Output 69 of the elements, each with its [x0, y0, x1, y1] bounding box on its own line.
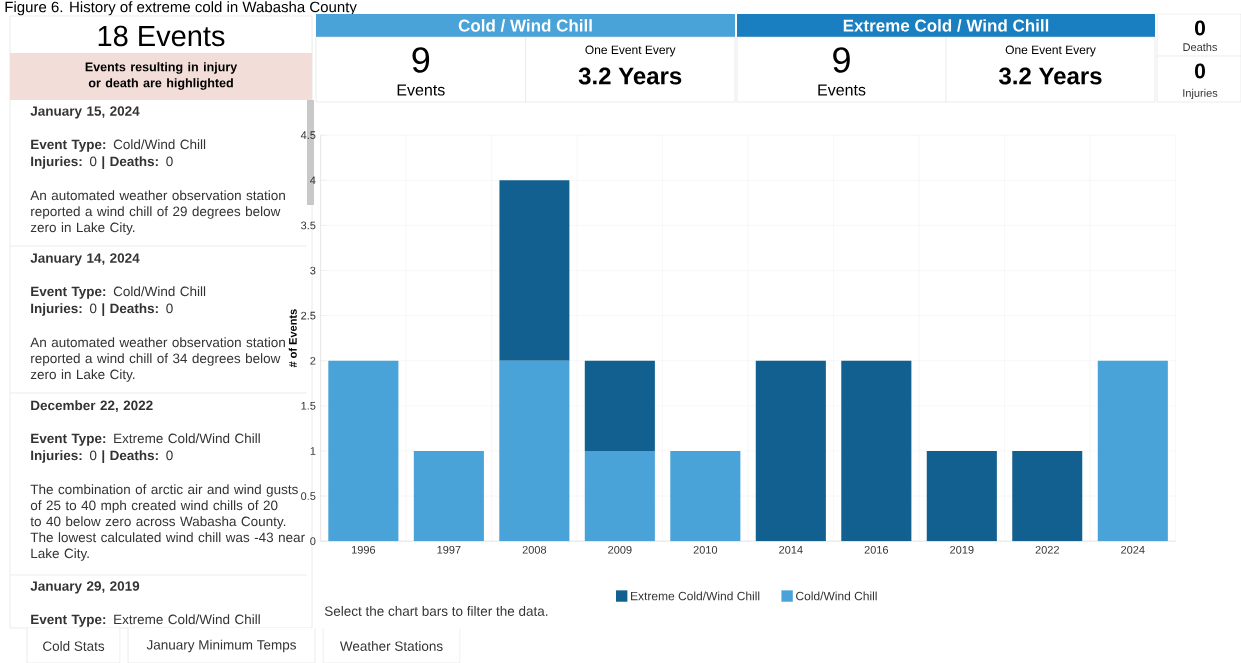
bar — [584, 360, 655, 451]
y-tick-label: 1.5 — [301, 402, 316, 410]
text: Event Type: Cold/Wind Chill — [31, 286, 206, 299]
text: January 15, 2024 — [30, 106, 140, 119]
bar — [926, 450, 997, 542]
bar — [755, 360, 826, 542]
text: January Minimum Temps — [146, 639, 296, 653]
x-tick-label: 2024 — [1121, 545, 1145, 554]
x-tick-label: 1997 — [437, 545, 461, 554]
legend-label: Cold/Wind Chill — [796, 591, 877, 601]
text: An automated weather observation station reported a wind chill of 34 degrees below zero in Lake City. — [30, 337, 285, 382]
text: Event Type: Cold/Wind Chill — [31, 139, 206, 152]
x-tick-label: 2014 — [779, 545, 803, 554]
text: January 29, 2019 — [30, 581, 140, 594]
y-tick-label: 3 — [310, 266, 316, 275]
text: January 14, 2024 — [30, 253, 140, 266]
text: Event Type: Extreme Cold/Wind Chill — [31, 433, 260, 446]
bar — [328, 360, 399, 542]
text: Injuries: 0 | Deaths: 0 — [31, 303, 173, 317]
text: An automated weather observation station reported a wind chill of 29 degrees below zero in Lake City. — [30, 190, 285, 235]
bar — [1097, 360, 1168, 542]
bar — [499, 180, 570, 361]
x-tick-label: 2019 — [950, 545, 974, 554]
text: Injuries: 0 | Deaths: 0 — [31, 450, 173, 464]
y-tick-label: 4.5 — [300, 131, 316, 140]
text: One Event Every — [1005, 45, 1096, 57]
x-tick-label: 2009 — [608, 545, 632, 554]
x-tick-label: 2016 — [864, 545, 889, 554]
y-tick-label: 4 — [310, 176, 316, 185]
y-axis-title: # of Events — [288, 309, 297, 368]
text: 3.2 Years — [999, 67, 1102, 85]
text: 0 — [1195, 20, 1205, 36]
x-tick-label: 2008 — [522, 545, 547, 554]
x-tick-label: 2022 — [1035, 545, 1059, 554]
text: Select the chart bars to filter the data. — [324, 606, 548, 616]
text: Cold / Wind Chill — [458, 19, 592, 32]
y-tick-label: 1 — [310, 447, 316, 455]
text: One Event Every — [585, 45, 676, 57]
y-tick-label: 0 — [310, 537, 316, 546]
bar — [413, 450, 484, 542]
text: Extreme Cold / Wind Chill — [843, 19, 1049, 32]
text: Deaths — [1183, 42, 1218, 52]
text: 9 — [412, 47, 430, 73]
text: Injuries: 0 | Deaths: 0 — [31, 156, 173, 170]
text: Event Type: Extreme Cold/Wind Chill — [31, 614, 260, 627]
text: Cold Stats — [43, 641, 105, 651]
bar — [1012, 450, 1083, 542]
text: Figure 6. History of extreme cold in Wabasha County — [5, 1, 357, 16]
bar — [670, 450, 741, 542]
text: Weather Stations — [339, 641, 443, 651]
bar — [841, 360, 912, 542]
y-tick-label: 3.5 — [301, 221, 316, 230]
text: Events — [397, 84, 445, 96]
text: 18 Events — [98, 25, 225, 47]
y-tick-label: 2.5 — [301, 311, 316, 320]
text: December 22, 2022 — [31, 400, 153, 413]
text: 0 — [1195, 63, 1205, 79]
y-tick-label: 0.5 — [301, 492, 316, 500]
text: 9 — [833, 47, 850, 73]
y-tick-label: 2 — [310, 356, 316, 365]
text: Injuries — [1183, 88, 1218, 100]
legend-label: Extreme Cold/Wind Chill — [631, 591, 760, 601]
bar — [584, 450, 655, 542]
bar — [499, 360, 570, 542]
x-tick-label: 2010 — [693, 545, 718, 554]
text: Events — [818, 84, 866, 96]
x-tick-label: 1996 — [351, 545, 376, 554]
text: Events resulting in injury or death are highlighted — [85, 62, 238, 90]
text: 3.2 Years — [578, 67, 682, 85]
